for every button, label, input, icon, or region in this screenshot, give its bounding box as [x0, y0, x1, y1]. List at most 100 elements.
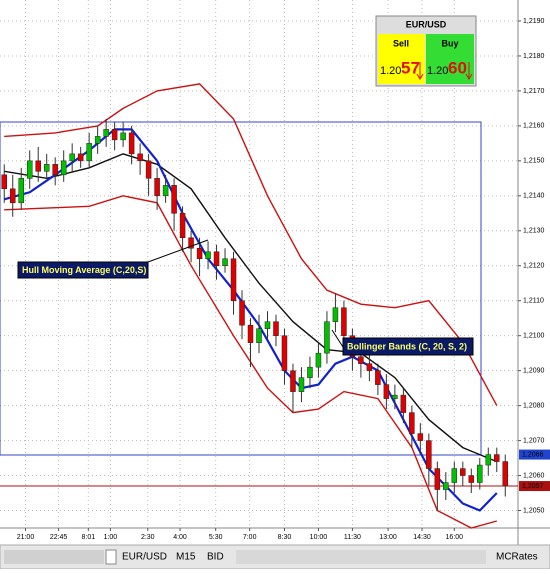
toolbar-tools[interactable] — [236, 550, 486, 564]
annotations: Hull Moving Average (C,20,S) Bollinger B… — [17, 239, 474, 356]
candle-body — [315, 352, 322, 368]
sell-button[interactable] — [378, 34, 425, 84]
x-tick-label: 1:00 — [104, 534, 118, 541]
candle-body — [383, 384, 390, 399]
candle-body — [188, 237, 194, 249]
y-tick-label: 1,2160 — [523, 123, 545, 130]
candle-body — [137, 153, 143, 162]
toolbar-timeframe[interactable]: M15 — [176, 552, 196, 563]
candle-body — [485, 454, 492, 466]
candle-body — [281, 335, 288, 371]
candle-body — [18, 178, 24, 204]
toolbar-source[interactable]: MCRates — [496, 552, 538, 563]
y-tick-label: 1,2070 — [523, 437, 545, 444]
annotation-text: Bollinger Bands (C, 20, S, 2) — [347, 341, 467, 351]
price-marker — [519, 481, 550, 492]
x-tick-label: 2:30 — [141, 534, 155, 541]
y-tick-label: 1,2190 — [523, 18, 545, 25]
toolbar-price-type[interactable]: BID — [207, 552, 224, 563]
drawing-rectangle — [0, 121, 482, 456]
x-tick-label: 10:00 — [310, 534, 328, 541]
candle-body — [468, 475, 475, 483]
candle-body — [256, 328, 262, 343]
y-tick-label: 1,2050 — [523, 507, 545, 514]
x-tick-label: 11:30 — [344, 534, 361, 541]
x-tick-label: 14:30 — [413, 534, 431, 541]
candle-body — [494, 454, 500, 462]
quote-symbol: EUR/USD — [406, 19, 447, 29]
price-marker-label: 1,2066 — [522, 451, 544, 458]
y-tick-label: 1,2170 — [523, 88, 545, 95]
candle-body — [128, 132, 135, 155]
y-tick-label: 1,2120 — [523, 263, 545, 270]
y-tick-label: 1,2180 — [523, 53, 545, 60]
down-arrow — [465, 62, 473, 80]
quote-panel[interactable]: EUR/USD Sell Buy 1.20 57 1.20 60 — [375, 15, 477, 87]
x-tick-label: 8:30 — [278, 534, 292, 541]
annotation-box — [342, 337, 474, 356]
candle-body — [239, 300, 245, 326]
candle-body — [409, 412, 415, 434]
candle-body — [77, 153, 84, 162]
toolbar: EUR/USD M15 BID MCRates — [0, 544, 550, 570]
price-marker — [519, 449, 550, 460]
candle-body — [290, 370, 296, 392]
candle-body — [443, 482, 449, 490]
candle-body — [171, 185, 177, 214]
annotation-text: Hull Moving Average (C,20,S) — [22, 265, 146, 275]
candle-body — [434, 468, 441, 490]
candle-body — [230, 258, 237, 301]
y-tick-label: 1,2100 — [523, 333, 545, 340]
candle-body — [477, 464, 483, 483]
annotation-box — [17, 261, 149, 279]
candle-body — [264, 321, 271, 329]
candle-body — [196, 248, 203, 260]
toolbar-symbol[interactable]: EUR/USD — [122, 552, 167, 563]
y-tick-label: 1,2060 — [523, 472, 545, 479]
candle-body — [1, 174, 7, 190]
sell-price-major: 1.20 — [380, 65, 401, 77]
toolbar-button[interactable] — [105, 549, 117, 565]
candle-body — [145, 160, 152, 179]
y-tick-label: 1,2140 — [523, 193, 545, 200]
candle-body — [120, 132, 126, 141]
candle-body — [426, 440, 432, 469]
x-tick-label: 16:00 — [446, 534, 464, 541]
candle-body — [69, 153, 75, 162]
sell-price-pips: 57 — [401, 58, 420, 77]
buy-label: Buy — [441, 38, 458, 48]
indicator-line — [4, 153, 498, 463]
x-tick-label: 21:00 — [17, 534, 35, 541]
candle-body — [460, 468, 466, 476]
candle-body — [341, 307, 347, 336]
candles — [1, 118, 509, 511]
y-tick-label: 1,2090 — [523, 367, 545, 374]
x-tick-label: 4:00 — [173, 534, 187, 541]
candle-body — [502, 461, 509, 487]
candle-body — [451, 468, 458, 483]
candle-body — [52, 164, 58, 176]
candle-body — [332, 307, 339, 322]
candle-body — [35, 160, 41, 172]
buy-button[interactable] — [426, 34, 474, 84]
candle-body — [358, 356, 364, 364]
sell-label: Sell — [393, 38, 409, 48]
candle-body — [205, 251, 211, 260]
x-tick-label: 8:01 — [82, 534, 96, 541]
candle-body — [298, 377, 305, 392]
annotation-pointer — [147, 239, 209, 263]
candle-body — [400, 394, 407, 413]
x-tick-label: 5:30 — [209, 534, 223, 541]
y-tick-label: 1,2080 — [523, 402, 545, 409]
y-tick-label: 1,2130 — [523, 228, 545, 235]
y-tick-label: 1,2110 — [523, 298, 544, 305]
candle-body — [179, 213, 186, 239]
candle-body — [111, 129, 118, 141]
candle-body — [222, 258, 228, 266]
candle-body — [60, 160, 67, 176]
candle-body — [154, 178, 160, 197]
toolbar-buttons[interactable] — [4, 550, 104, 564]
grid — [0, 0, 518, 528]
